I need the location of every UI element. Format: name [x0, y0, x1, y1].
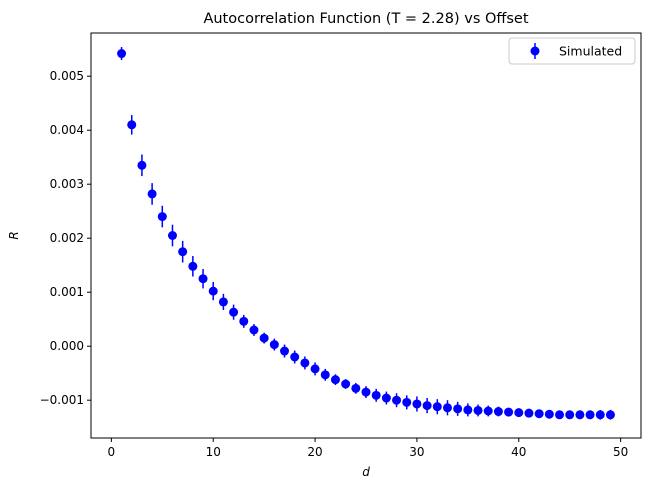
x-tick-label: 50: [613, 445, 628, 459]
x-tick-label: 0: [108, 445, 116, 459]
data-point: [167, 231, 177, 240]
data-point: [595, 410, 605, 420]
data-point: [147, 189, 157, 199]
axis-ticks: 0 10 20 30 40 50 −0.001 0.000 0.001 0.002 0.003 0.0…: [40, 69, 629, 459]
data-point: [432, 402, 442, 412]
x-tick-label: 20: [307, 445, 322, 459]
data-point: [218, 297, 228, 307]
data-point: [208, 286, 218, 296]
data-point: [422, 401, 432, 411]
x-tick-label: 30: [409, 445, 424, 459]
data-point: [188, 261, 198, 271]
y-tick-label: 0.004: [50, 123, 84, 137]
data-point: [605, 410, 615, 420]
data-point: [229, 307, 239, 317]
data-point: [330, 375, 340, 385]
data-point: [290, 352, 300, 362]
data-point: [514, 408, 524, 418]
data-point: [473, 405, 483, 415]
data-point: [412, 399, 422, 409]
data-point: [381, 393, 391, 403]
data-points: [117, 47, 615, 420]
data-point: [249, 325, 259, 335]
data-point: [442, 403, 452, 413]
data-point: [504, 407, 514, 417]
data-point: [310, 364, 320, 374]
chart-title: Autocorrelation Function (T = 2.28) vs O…: [203, 11, 528, 27]
y-tick-label: −0.001: [40, 393, 84, 407]
data-point: [351, 383, 361, 393]
data-point: [483, 406, 493, 416]
data-point: [127, 120, 137, 130]
data-point: [453, 404, 463, 414]
y-tick-label: 0.005: [50, 69, 84, 83]
data-point: [259, 333, 269, 343]
data-point: [575, 410, 585, 420]
data-point: [117, 49, 127, 59]
data-point: [544, 409, 554, 419]
data-point: [493, 407, 503, 417]
data-point: [371, 390, 381, 400]
y-tick-label: 0.002: [50, 231, 84, 245]
data-point: [300, 358, 310, 368]
data-point: [137, 160, 147, 170]
data-point: [585, 410, 595, 420]
data-point: [392, 395, 402, 405]
x-tick-label: 10: [206, 445, 221, 459]
y-tick-label: 0.000: [50, 339, 84, 353]
x-tick-label: 40: [511, 445, 526, 459]
data-point: [239, 316, 249, 326]
legend-entry: Simulated: [559, 44, 622, 59]
data-point: [555, 410, 565, 420]
legend: Simulated: [508, 37, 636, 65]
data-point: [280, 346, 290, 356]
data-point: [361, 387, 371, 397]
x-axis-label: d: [362, 465, 370, 479]
y-tick-label: 0.001: [50, 285, 84, 299]
plot-frame: [90, 32, 642, 439]
y-axis-label: R: [7, 231, 21, 239]
data-point: [269, 340, 279, 350]
data-point: [157, 212, 167, 222]
data-point: [178, 247, 188, 257]
data-point: [565, 410, 575, 420]
data-point: [524, 408, 534, 418]
y-tick-label: 0.003: [50, 177, 84, 191]
data-point: [463, 405, 473, 415]
data-point: [402, 397, 412, 407]
legend-box: [508, 37, 636, 65]
data-point: [341, 379, 351, 389]
data-point: [534, 409, 544, 419]
data-point: [198, 274, 208, 284]
legend-marker: [530, 46, 540, 56]
data-point: [320, 370, 330, 380]
